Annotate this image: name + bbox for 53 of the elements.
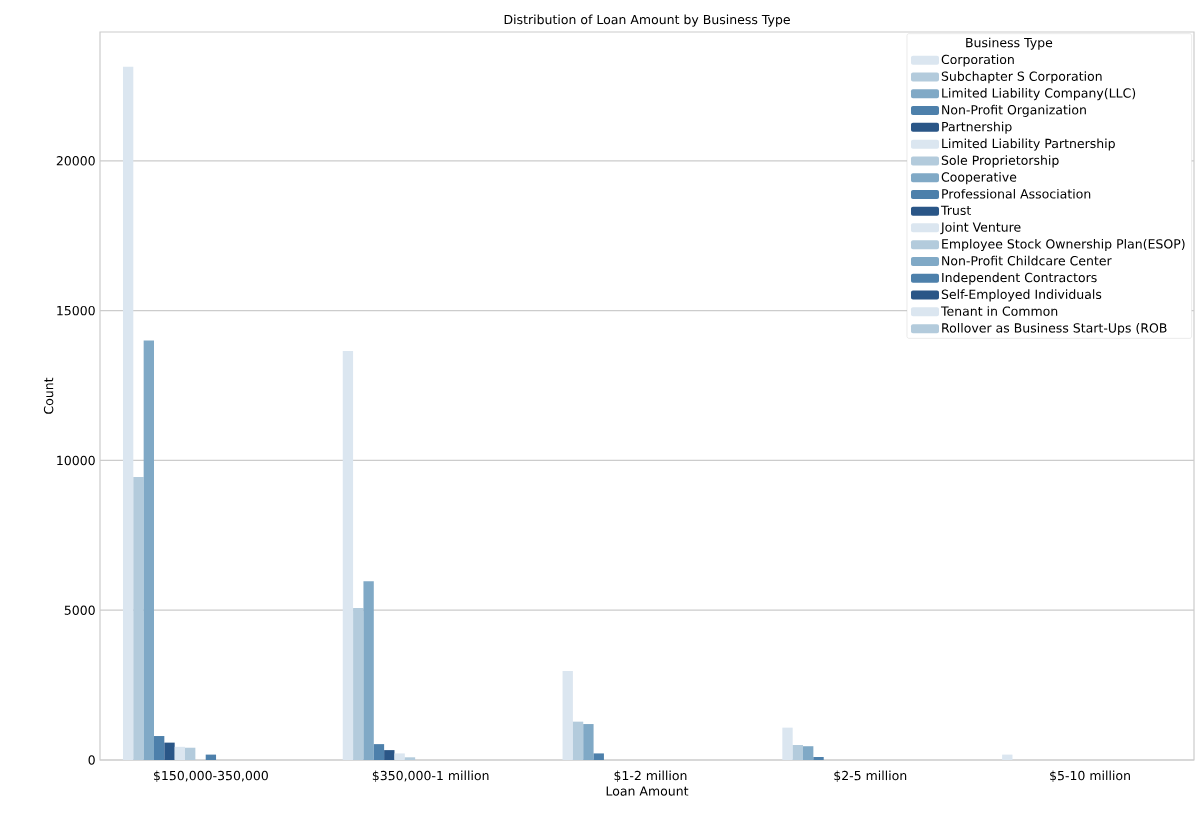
- legend-label: Independent Contractors: [942, 272, 1097, 285]
- bar: [394, 753, 405, 760]
- legend-label: Joint Venture: [940, 222, 1021, 235]
- x-axis-title: Loan Amount: [606, 786, 689, 796]
- bar: [583, 724, 594, 760]
- legend-label: Trust: [940, 205, 971, 215]
- bar: [384, 750, 395, 760]
- bar: [803, 746, 814, 760]
- legend-label: Non-Profit Childcare Center: [942, 255, 1112, 266]
- bar: [154, 736, 165, 760]
- bar: [782, 727, 793, 760]
- x-tick-label: $150,000-350,000: [153, 770, 268, 782]
- y-tick-label: 5000: [64, 605, 95, 615]
- y-tick-label: 15000: [57, 305, 95, 316]
- legend-label: Cooperative: [941, 172, 1017, 185]
- legend-label: Corporation: [941, 54, 1014, 67]
- bar: [792, 745, 804, 760]
- legend-label: Sole Proprietorship: [941, 155, 1059, 168]
- x-tick-label: $5-10 million: [1050, 770, 1130, 782]
- bar: [122, 66, 134, 760]
- legend-label: Partnership: [942, 121, 1012, 134]
- legend-label: Subchapter S Corporation: [941, 71, 1102, 84]
- y-tick-label: 10000: [57, 455, 95, 466]
- bar: [572, 721, 584, 760]
- legend-label: Rollover as Business Start-Ups (ROB: [942, 322, 1167, 336]
- bar: [164, 742, 175, 760]
- bar: [353, 608, 364, 760]
- bar: [593, 753, 604, 760]
- legend-label: Non-Profit Organization: [942, 104, 1086, 117]
- bar: [143, 340, 154, 760]
- bar: [363, 581, 374, 760]
- bar: [174, 746, 186, 760]
- legend-label: Self-Employed Individuals: [941, 289, 1102, 302]
- legend-label: Limited Liability Partnership: [942, 138, 1115, 151]
- bar: [133, 476, 144, 760]
- chart-title: Distribution of Loan Amount by Business Type: [504, 14, 790, 27]
- y-tick-label: 20000: [56, 156, 95, 166]
- x-tick-label: $350,000-1 million: [372, 770, 489, 782]
- legend-label: Limited Liability Company(LLC): [942, 88, 1136, 101]
- x-tick-label: $1-2 million: [614, 770, 687, 782]
- legend-label: Employee Stock Ownership Plan(ESOP): [942, 238, 1185, 252]
- bar: [562, 671, 573, 760]
- legend-label: Tenant in Common: [940, 306, 1058, 316]
- bar: [185, 747, 196, 760]
- y-axis-title: Count: [43, 377, 54, 414]
- bar: [404, 757, 416, 760]
- bar: [813, 757, 824, 760]
- bar: [342, 351, 354, 760]
- x-tick-label: $2-5 million: [834, 770, 907, 782]
- y-tick-label: 0: [88, 755, 95, 765]
- bar: [373, 744, 385, 760]
- legend-title: Business Type: [966, 37, 1053, 50]
- legend-label: Professional Association: [942, 188, 1091, 199]
